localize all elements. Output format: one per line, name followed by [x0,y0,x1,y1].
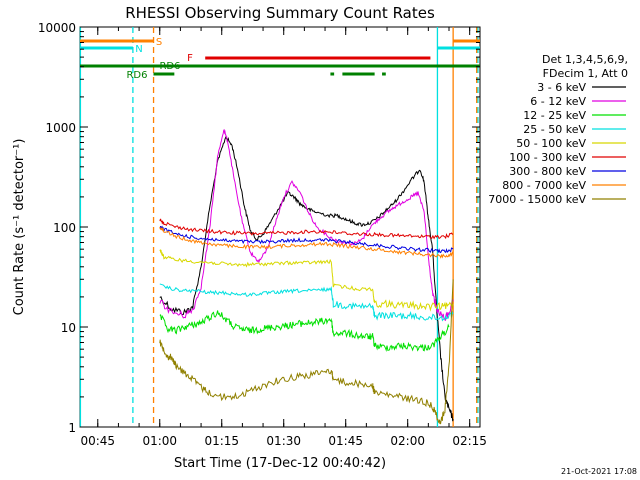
legend-entry-label: 3 - 6 keV [537,81,586,94]
legend-entry-label: 12 - 25 keV [523,109,586,122]
x-tick-label: 00:45 [80,434,115,448]
legend-entry-label: 300 - 800 keV [509,165,586,178]
series-line [159,129,454,321]
series-line [159,135,454,422]
y-tick-label: 1000 [45,121,76,135]
legend-entry-label: 25 - 50 keV [523,123,586,136]
footer-timestamp: 21-Oct-2021 17:08 [561,467,637,476]
legend-entry-label: 6 - 12 keV [530,95,586,108]
series-line [159,218,454,240]
legend-entry-label: 100 - 300 keV [509,151,586,164]
flag-bar-label: S [156,37,162,48]
x-tick-label: 01:45 [328,434,363,448]
y-axis-label: Count Rate (s⁻¹ detector⁻¹) [12,139,27,316]
axis-ticks: 00:45 01:00 01:15 01:30 01:45 02:00 02:15 1 10 10… [38,21,487,448]
legend-entry-label: 50 - 100 keV [516,137,586,150]
legend: Det 1,3,4,5,6,9, FDecim 1, Att 0 3 - 6 k… [488,53,628,206]
series-line [159,225,454,254]
x-tick-label: 01:15 [204,434,239,448]
series-lines [159,129,454,425]
x-tick-label: 02:15 [452,434,487,448]
flag-bars: S N F RD6 RD6 [80,37,480,81]
x-tick-label: 01:30 [266,434,301,448]
x-tick-label: 01:00 [142,434,177,448]
y-tick-label: 1 [68,421,76,435]
y-tick-label: 10 [61,321,76,335]
legend-entry-label: 7000 - 15000 keV [488,193,586,206]
flag-bar-label: F [187,53,193,64]
plot-frame [79,26,481,428]
series-line [159,248,454,312]
legend-entry-label: 800 - 7000 keV [502,179,586,192]
flag-bar-label: N [135,44,142,55]
series-line [159,226,454,259]
legend-header-line: FDecim 1, Att 0 [543,67,628,80]
plot-area: S N F RD6 RD6 00:45 01:00 01:15 01:30 01:45 02:00… [38,21,487,448]
chart-title: RHESSI Observing Summary Count Rates [125,4,435,22]
time-markers [79,27,479,427]
series-line [159,310,450,353]
flag-bar-label: RD6 [126,70,147,81]
legend-header-line: Det 1,3,4,5,6,9, [542,53,628,66]
flag-bar-label: RD6 [159,61,180,72]
y-tick-label: 10000 [38,21,76,35]
x-axis-label: Start Time (17-Dec-12 00:40:42) [174,456,386,471]
y-tick-label: 100 [53,221,76,235]
series-line [159,283,454,322]
x-tick-label: 02:00 [390,434,425,448]
series-line [159,279,454,425]
